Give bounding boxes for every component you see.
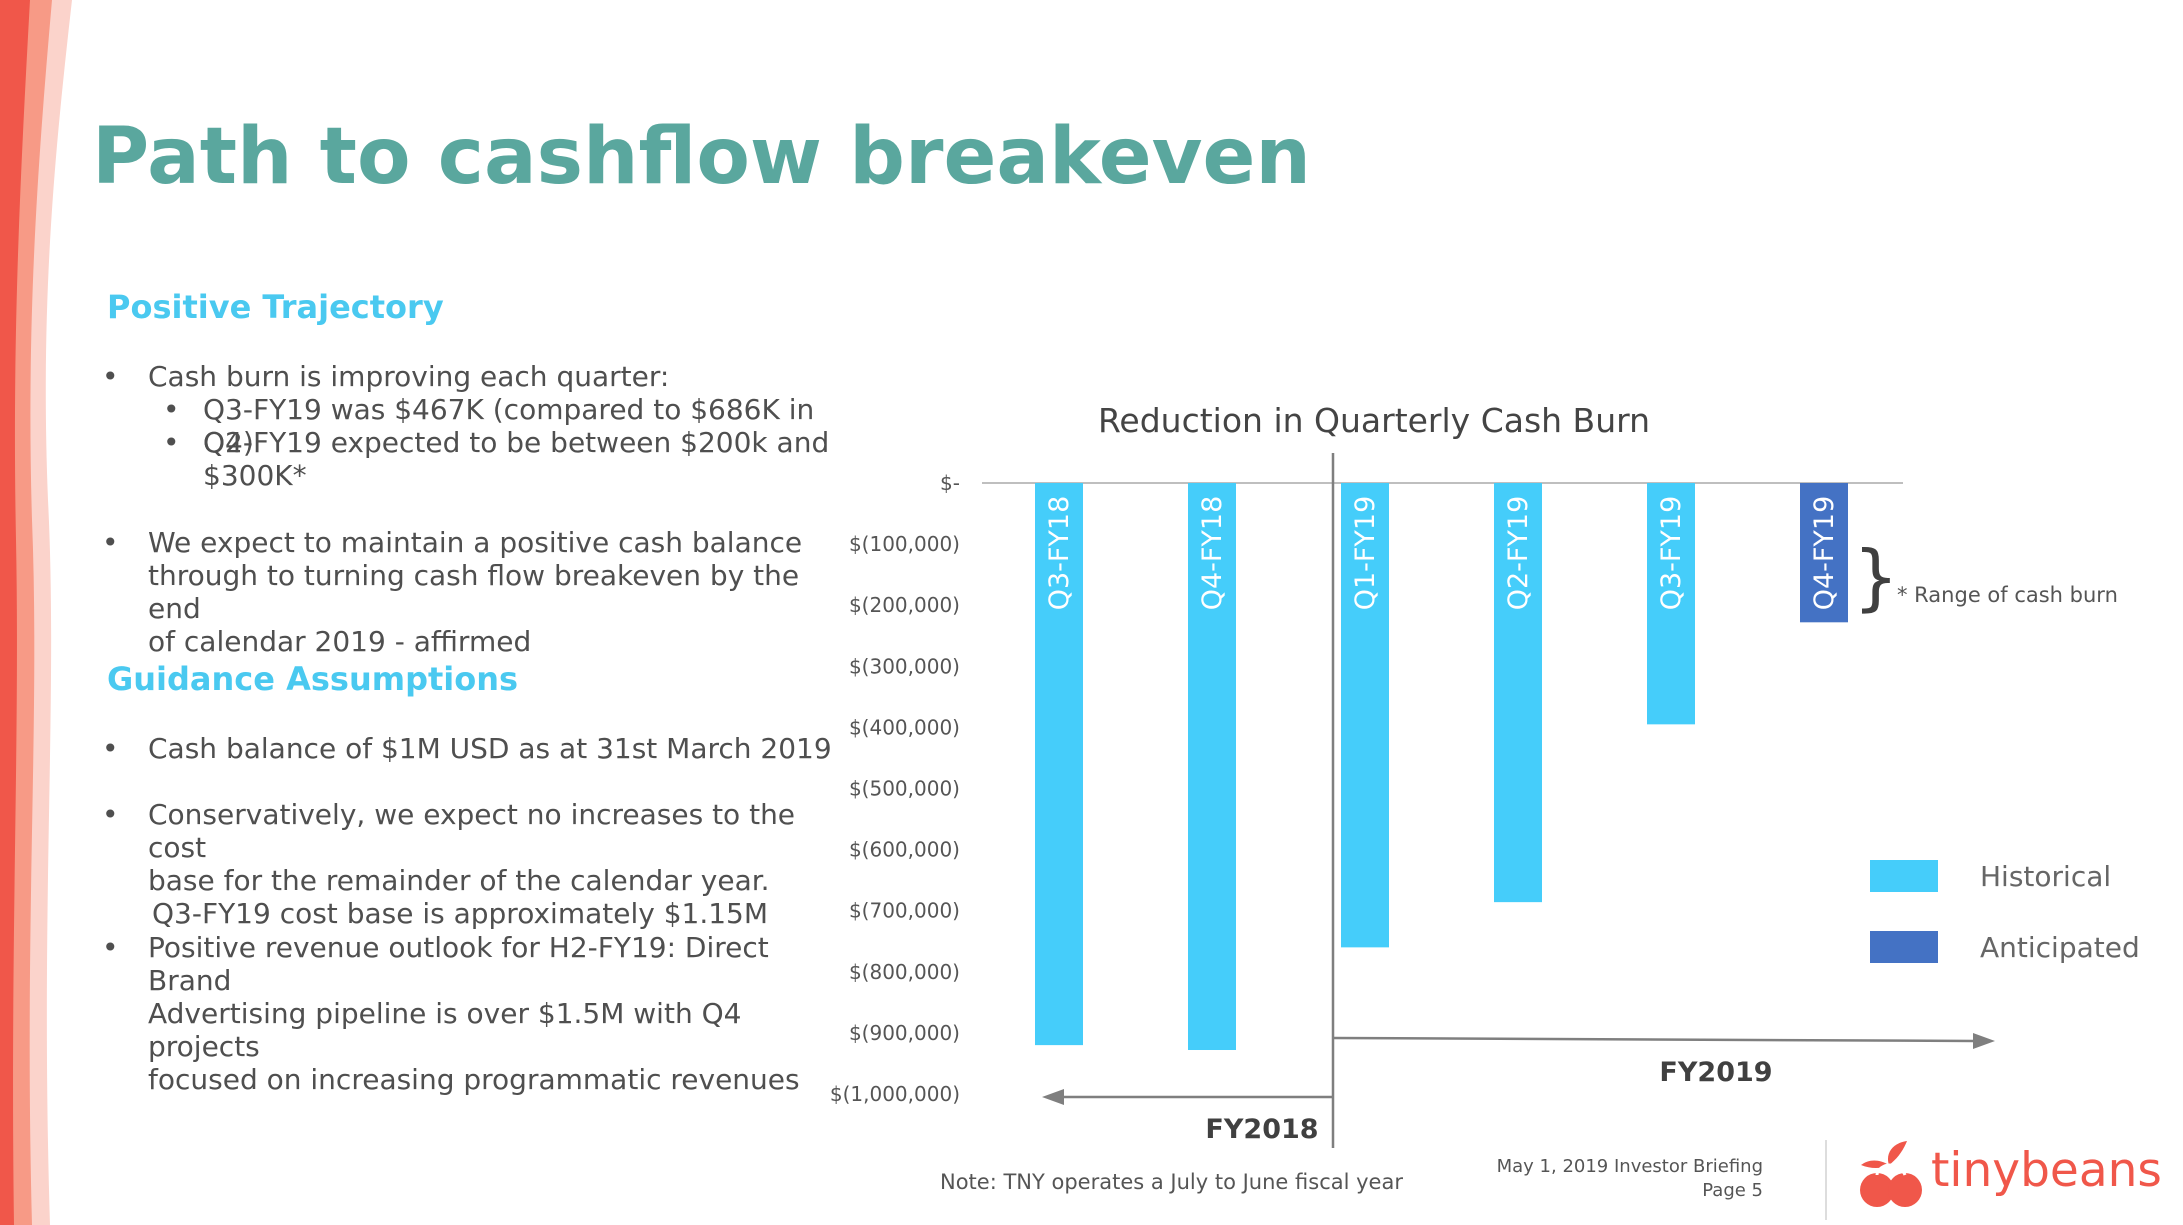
bar bbox=[1647, 483, 1695, 725]
bullet-cash-burn: • Cash burn is improving each quarter: bbox=[102, 360, 670, 393]
sub-bullet-q3: • Q3-FY19 was $467K (compared to $686K i… bbox=[163, 393, 815, 459]
legend-label: Anticipated bbox=[1980, 931, 2140, 964]
bar-category-label: Q1-FY19 bbox=[1350, 496, 1381, 611]
bullet-text: Cash burn is improving each quarter: bbox=[148, 360, 670, 393]
bullet-cost-base: • Conservatively, we expect no increases… bbox=[102, 798, 837, 930]
fy2019-arrow-line bbox=[1332, 1036, 1976, 1043]
legend-swatch bbox=[1870, 860, 1938, 892]
bar bbox=[1035, 483, 1083, 1046]
bullet-text: Positive revenue outlook for H2-FY19: Di… bbox=[148, 931, 769, 997]
logo-text: tinybeans bbox=[1931, 1143, 2162, 1198]
fy2018-arrow-head bbox=[1042, 1089, 1064, 1105]
bullet-cash-balance-1m: • Cash balance of $1M USD as at 31st Mar… bbox=[102, 732, 832, 765]
y-tick-label: $(300,000) bbox=[849, 654, 960, 678]
bullet-revenue-outlook: • Positive revenue outlook for H2-FY19: … bbox=[102, 931, 837, 1096]
bar-category-label: Q2-FY19 bbox=[1503, 496, 1534, 611]
y-tick-label: $- bbox=[940, 471, 960, 495]
bullet-text: Conservatively, we expect no increases t… bbox=[148, 798, 796, 864]
y-tick-label: $(900,000) bbox=[849, 1021, 960, 1045]
bar bbox=[1341, 483, 1389, 948]
bar bbox=[1494, 483, 1542, 903]
cherry-icon bbox=[1860, 1141, 1922, 1207]
section-heading-positive-trajectory: Positive Trajectory bbox=[107, 288, 444, 326]
y-tick-label: $(1,000,000) bbox=[830, 1082, 960, 1106]
fy2019-arrow-head bbox=[1973, 1033, 1995, 1049]
y-tick-label: $(700,000) bbox=[849, 899, 960, 923]
briefing-info: May 1, 2019 Investor Briefing Page 5 bbox=[1497, 1155, 1763, 1203]
y-tick-label: $(800,000) bbox=[849, 960, 960, 984]
page-number: Page 5 bbox=[1702, 1180, 1763, 1201]
y-tick-label: $(500,000) bbox=[849, 777, 960, 801]
bar bbox=[1188, 483, 1236, 1051]
footer-divider bbox=[1825, 1140, 1827, 1220]
sub-bullet-q4: • Q4-FY19 expected to be between $200k a… bbox=[163, 426, 830, 492]
bullet-text: Cash balance of $1M USD as at 31st March… bbox=[148, 732, 832, 765]
page-title: Path to cashflow breakeven bbox=[92, 112, 1311, 202]
briefing-date: May 1, 2019 Investor Briefing bbox=[1496, 1156, 1763, 1177]
bar-category-label: Q3-FY19 bbox=[1656, 496, 1687, 611]
y-tick-label: $(200,000) bbox=[849, 593, 960, 617]
fy2018-label: FY2018 bbox=[1205, 1114, 1318, 1145]
bullet-cash-balance: • We expect to maintain a positive cash … bbox=[102, 526, 837, 658]
bullet-text: focused on increasing programmatic reven… bbox=[148, 1063, 800, 1096]
bullet-text: Q3-FY19 was $467K (compared to $686K in … bbox=[203, 393, 815, 459]
y-tick-label: $(100,000) bbox=[849, 532, 960, 556]
bullet-text: $300K* bbox=[203, 459, 307, 492]
section-heading-guidance: Guidance Assumptions bbox=[107, 660, 519, 698]
y-tick-label: $(600,000) bbox=[849, 838, 960, 862]
bar bbox=[1800, 483, 1848, 623]
bullet-text: Advertising pipeline is over $1.5M with … bbox=[148, 997, 742, 1063]
y-tick-label: $(400,000) bbox=[849, 715, 960, 739]
bullet-text: through to turning cash flow breakeven b… bbox=[148, 559, 800, 625]
footer-note: Note: TNY operates a July to June fiscal… bbox=[940, 1170, 1403, 1194]
bullet-text: We expect to maintain a positive cash ba… bbox=[148, 526, 803, 559]
legend-swatch bbox=[1870, 931, 1938, 963]
bar-category-label: Q4-FY18 bbox=[1197, 496, 1228, 611]
fy2019-label: FY2019 bbox=[1659, 1057, 1772, 1088]
bar-category-label: Q3-FY18 bbox=[1044, 496, 1075, 611]
bullet-text: Q3-FY19 cost base is approximately $1.15… bbox=[152, 897, 769, 930]
bullet-text: Q4-FY19 expected to be between $200k and bbox=[203, 426, 830, 459]
bar-category-label: Q4-FY19 bbox=[1809, 496, 1840, 611]
bullet-text: of calendar 2019 - affirmed bbox=[148, 625, 532, 658]
legend-label: Historical bbox=[1980, 860, 2111, 893]
range-brace: } bbox=[1853, 535, 1899, 619]
tinybeans-logo: tinybeans bbox=[1855, 1135, 2162, 1215]
range-annotation: * Range of cash burn bbox=[1897, 583, 2118, 607]
bullet-text: base for the remainder of the calendar y… bbox=[148, 864, 770, 897]
decorative-waves bbox=[0, 0, 72, 1225]
chart-title: Reduction in Quarterly Cash Burn bbox=[1098, 401, 1650, 440]
